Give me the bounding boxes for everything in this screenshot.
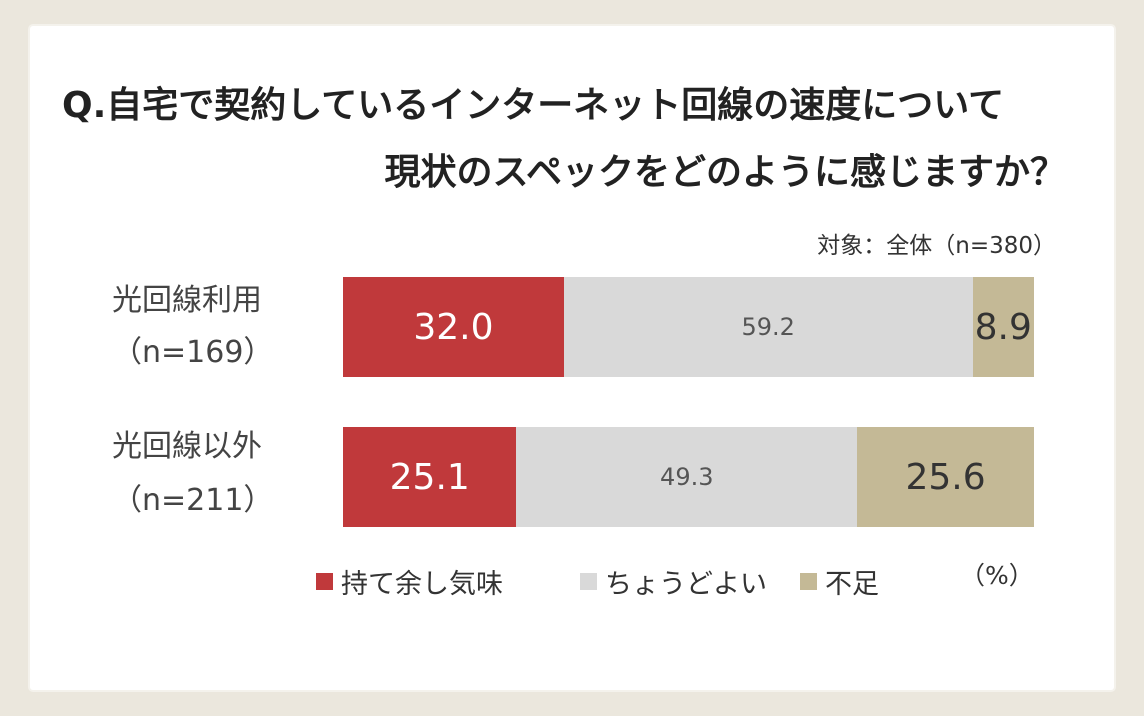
legend-label-excess: 持て余し気味	[341, 569, 503, 600]
data-label-other-excess: 25.1	[389, 456, 470, 498]
data-label-other-short: 25.6	[905, 456, 986, 498]
data-label-fiber-excess: 32.0	[413, 306, 494, 348]
legend-item-short: 不足	[800, 562, 879, 601]
row-n-other: （n=211）	[112, 483, 274, 518]
unit-label: （%）	[960, 561, 1034, 590]
legend-label-short: 不足	[825, 569, 879, 600]
data-label-fiber-short: 8.9	[974, 306, 1032, 348]
chart-title-line1: Q.自宅で契約しているインターネット回線の速度について	[62, 85, 1005, 126]
bar-segment-other-short: 25.6	[857, 427, 1034, 527]
row-label-fiber: 光回線利用	[112, 283, 262, 318]
legend-swatch-just	[580, 573, 597, 590]
legend-swatch-excess	[316, 573, 333, 590]
chart-title-line2: 現状のスペックをどのように感じますか？	[384, 152, 1066, 193]
row-n-fiber: （n=169）	[112, 335, 274, 370]
bar-segment-fiber-just: 59.2	[563, 277, 973, 377]
stacked-bar-other: 25.1 49.3 25.6	[343, 427, 1034, 527]
sample-subject-label: 対象：全体（n=380）	[817, 233, 1056, 259]
bar-segment-other-excess: 25.1	[343, 427, 517, 527]
legend-swatch-short	[800, 573, 817, 590]
bar-segment-fiber-excess: 32.0	[343, 277, 564, 377]
bar-segment-fiber-short: 8.9	[972, 277, 1034, 377]
legend-item-just: ちょうどよい	[580, 562, 767, 601]
data-label-fiber-just: 59.2	[741, 313, 795, 341]
legend-label-just: ちょうどよい	[605, 569, 767, 600]
stacked-bar-fiber: 32.0 59.2 8.9	[343, 277, 1034, 377]
row-label-other: 光回線以外	[112, 429, 262, 464]
legend-item-excess: 持て余し気味	[316, 562, 503, 601]
data-label-other-just: 49.3	[660, 463, 714, 491]
bar-segment-other-just: 49.3	[516, 427, 858, 527]
